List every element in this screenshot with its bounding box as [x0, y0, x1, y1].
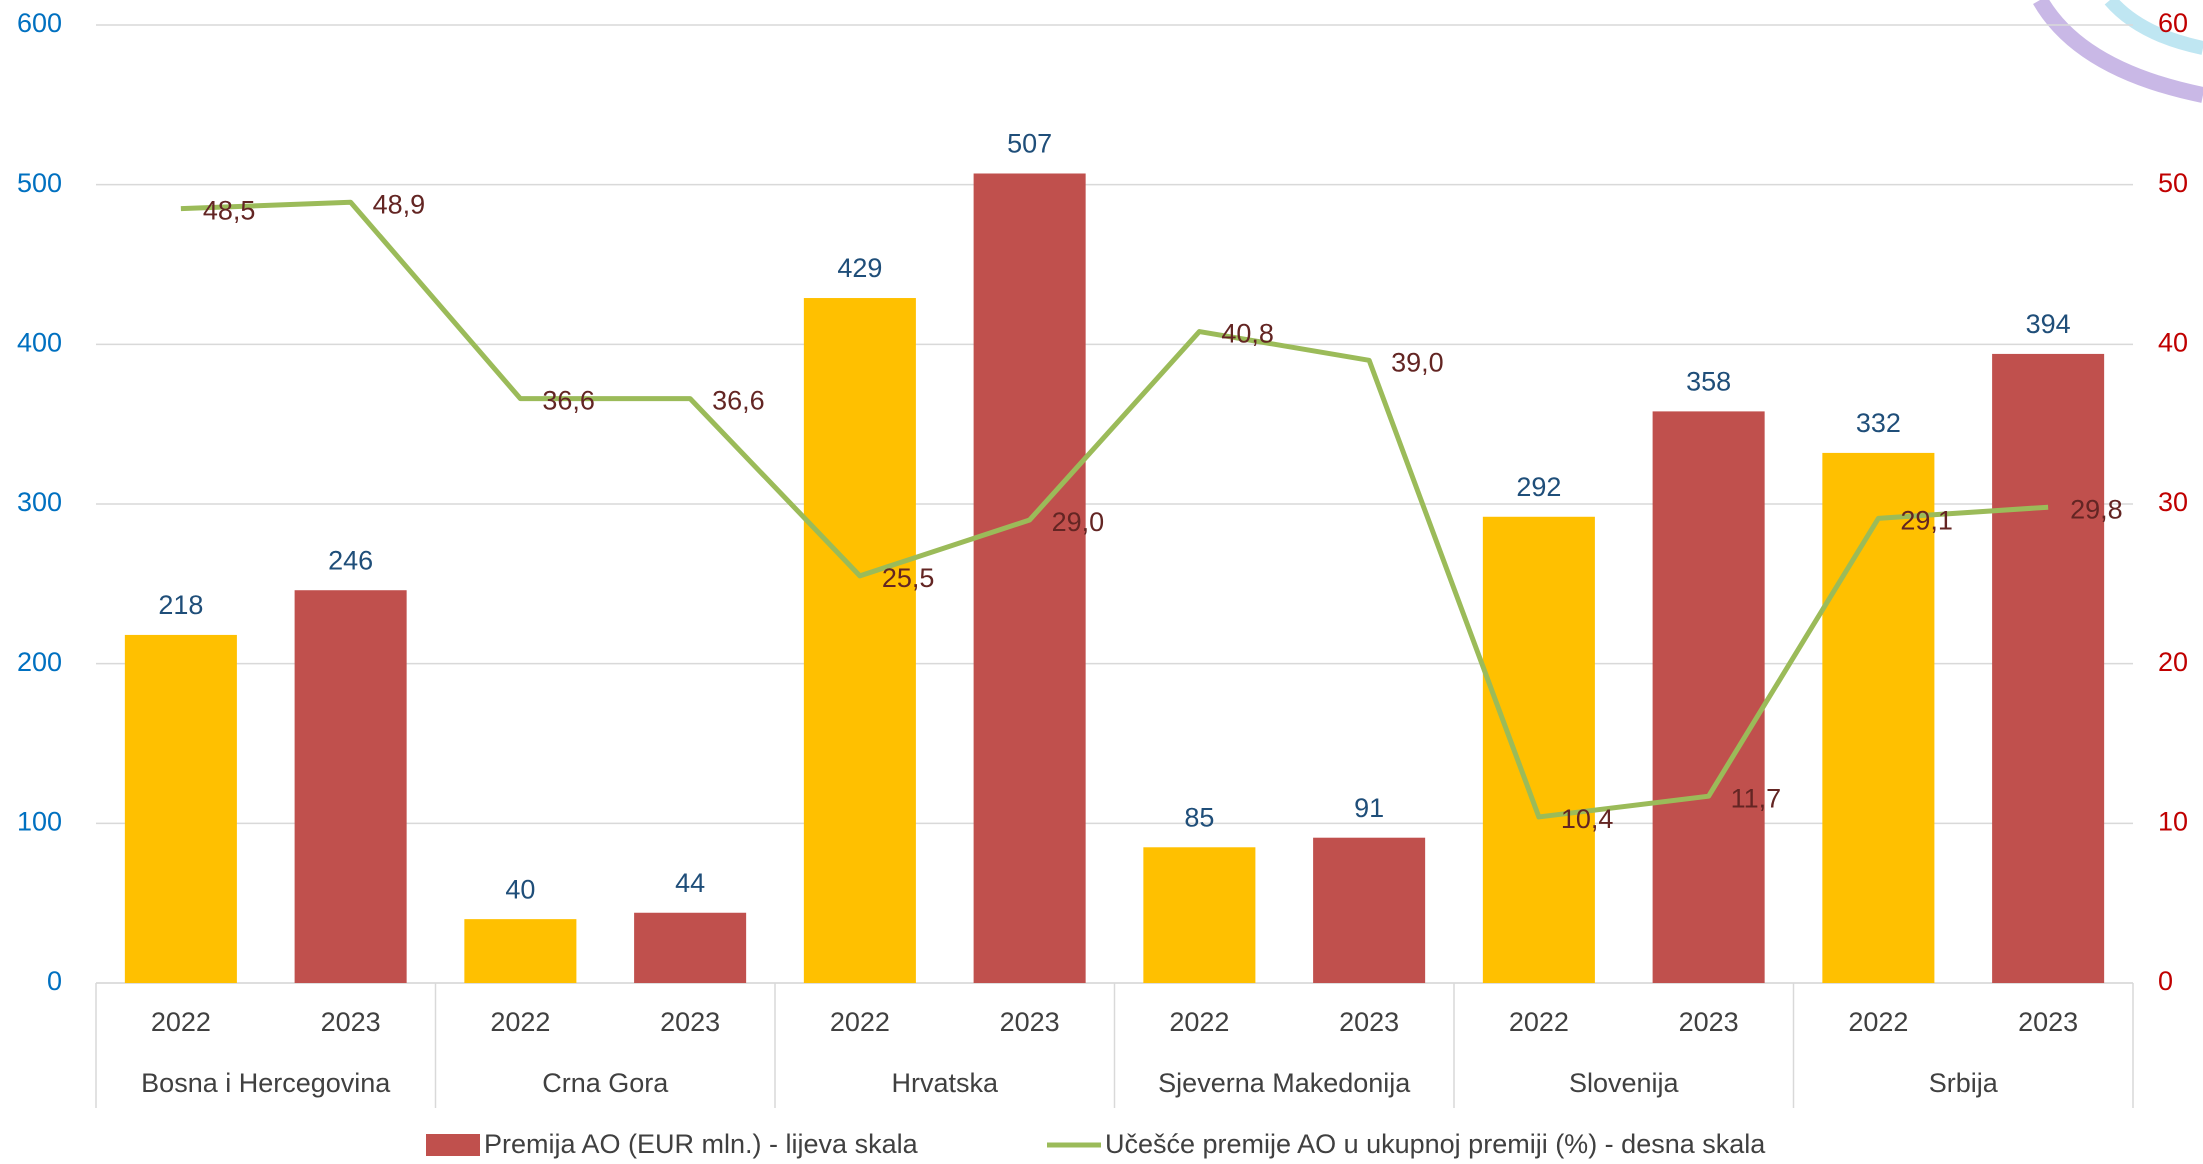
x-tick-label: 2022: [151, 1007, 211, 1037]
y-tick-label: 400: [17, 327, 62, 357]
bar: [464, 919, 576, 983]
bar-value-label: 429: [837, 253, 882, 283]
legend-label: Učešće premije AO u ukupnoj premiji (%) …: [1105, 1129, 1766, 1159]
line-value-label: 29,0: [1052, 507, 1105, 537]
line-value-label: 48,9: [373, 189, 426, 219]
bar: [295, 590, 407, 983]
line-value-label: 10,4: [1561, 804, 1614, 834]
line: [181, 202, 2048, 817]
bar-value-label: 218: [158, 590, 203, 620]
page: {"chart_data": {"type": "bar_line", "cat…: [0, 0, 2203, 1164]
y-tick-label: 0: [47, 966, 62, 996]
y2-tick-label: 50: [2158, 168, 2188, 198]
y2-tick-label: 30: [2158, 487, 2188, 517]
line-value-label: 25,5: [882, 563, 935, 593]
group-label: Hrvatska: [891, 1068, 999, 1098]
x-tick-label: 2023: [2018, 1007, 2078, 1037]
y2-tick-label: 10: [2158, 806, 2188, 836]
line-value-label: 48,5: [203, 196, 256, 226]
y-tick-label: 100: [17, 806, 62, 836]
y2-tick-label: 0: [2158, 966, 2173, 996]
bar: [1653, 411, 1765, 983]
x-tick-label: 2022: [830, 1007, 890, 1037]
y2-tick-label: 20: [2158, 647, 2188, 677]
decoration: [2110, 0, 2203, 48]
group-label: Sjeverna Makedonija: [1158, 1068, 1411, 1098]
line-value-label: 29,1: [1900, 505, 1953, 535]
bar: [1143, 847, 1255, 983]
group-label: Bosna i Hercegovina: [141, 1068, 391, 1098]
bar-value-label: 246: [328, 545, 373, 575]
y2-tick-label: 60: [2158, 8, 2188, 38]
x-tick-label: 2023: [1339, 1007, 1399, 1037]
x-tick-label: 2023: [1679, 1007, 1739, 1037]
x-tick-label: 2022: [1848, 1007, 1908, 1037]
legend-label: Premija AO (EUR mln.) - lijeva skala: [484, 1129, 919, 1159]
bar: [125, 635, 237, 983]
bar: [804, 298, 916, 983]
line-value-label: 11,7: [1731, 783, 1782, 813]
y-tick-label: 200: [17, 647, 62, 677]
group-label: Crna Gora: [542, 1068, 669, 1098]
group-label: Srbija: [1929, 1068, 1999, 1098]
y-tick-label: 600: [17, 8, 62, 38]
bar-value-label: 358: [1686, 367, 1731, 397]
bar-value-label: 292: [1516, 472, 1561, 502]
bar-value-label: 394: [2026, 309, 2071, 339]
bar: [974, 173, 1086, 983]
bar: [634, 913, 746, 983]
group-label: Slovenija: [1569, 1068, 1680, 1098]
x-tick-label: 2022: [1169, 1007, 1229, 1037]
y-tick-label: 300: [17, 487, 62, 517]
line-value-label: 36,6: [542, 386, 595, 416]
bar-value-label: 85: [1184, 802, 1214, 832]
bar-value-label: 40: [505, 874, 535, 904]
bar: [1483, 517, 1595, 983]
y2-tick-label: 40: [2158, 327, 2188, 357]
legend-swatch: [426, 1134, 480, 1156]
bar: [1992, 354, 2104, 983]
chart: 0 100 200 300 400 500 600 0 10 20 30 40 50 60 2022 2023…: [0, 0, 2203, 1164]
line-value-label: 29,8: [2070, 494, 2123, 524]
x-tick-label: 2023: [1000, 1007, 1060, 1037]
x-tick-label: 2022: [1509, 1007, 1569, 1037]
bar-value-label: 44: [675, 868, 705, 898]
y-tick-label: 500: [17, 168, 62, 198]
bar-value-label: 332: [1856, 408, 1901, 438]
line-value-label: 40,8: [1221, 319, 1274, 349]
bar-value-label: 91: [1354, 793, 1384, 823]
line-value-label: 36,6: [712, 386, 765, 416]
line-value-label: 39,0: [1391, 347, 1444, 377]
x-tick-label: 2022: [490, 1007, 550, 1037]
x-tick-label: 2023: [321, 1007, 381, 1037]
bar-value-label: 507: [1007, 129, 1052, 159]
bar: [1313, 838, 1425, 983]
x-tick-label: 2023: [660, 1007, 720, 1037]
